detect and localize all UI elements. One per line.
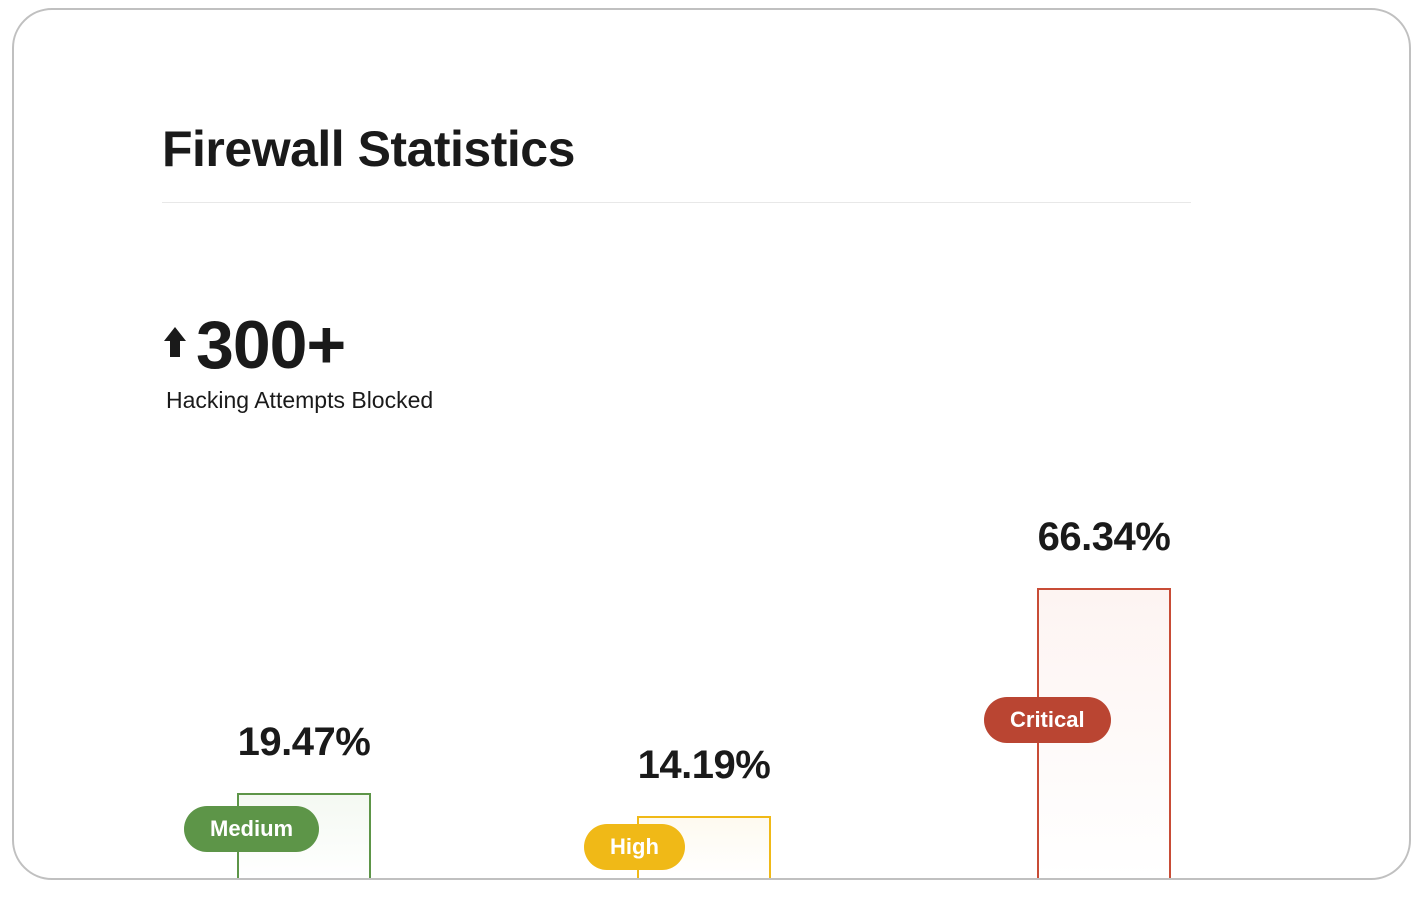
percent-label-critical: 66.34% [984,515,1224,560]
firewall-stats-card: Firewall Statistics 300+ Hacking Attempt… [12,8,1411,880]
bar-wrap-medium: Medium [184,793,424,878]
bar-wrap-high: High [584,816,824,878]
percent-label-medium: 19.47% [184,720,424,765]
card-title: Firewall Statistics [162,120,1409,178]
bar-group-high: 14.19% High [584,743,824,878]
chart-area: 19.47% Medium 14.19% High 66.34% Critical [14,398,1409,878]
bar-group-critical: 66.34% Critical [984,515,1224,878]
stat-value: 300+ [196,311,345,379]
arrow-up-icon [162,325,188,365]
bar-wrap-critical: Critical [984,588,1224,878]
bar-group-medium: 19.47% Medium [184,720,424,878]
stat-number-row: 300+ [162,311,1409,379]
severity-pill-high: High [584,824,685,870]
severity-pill-critical: Critical [984,697,1111,743]
percent-label-high: 14.19% [584,743,824,788]
divider [162,202,1191,203]
severity-pill-medium: Medium [184,806,319,852]
